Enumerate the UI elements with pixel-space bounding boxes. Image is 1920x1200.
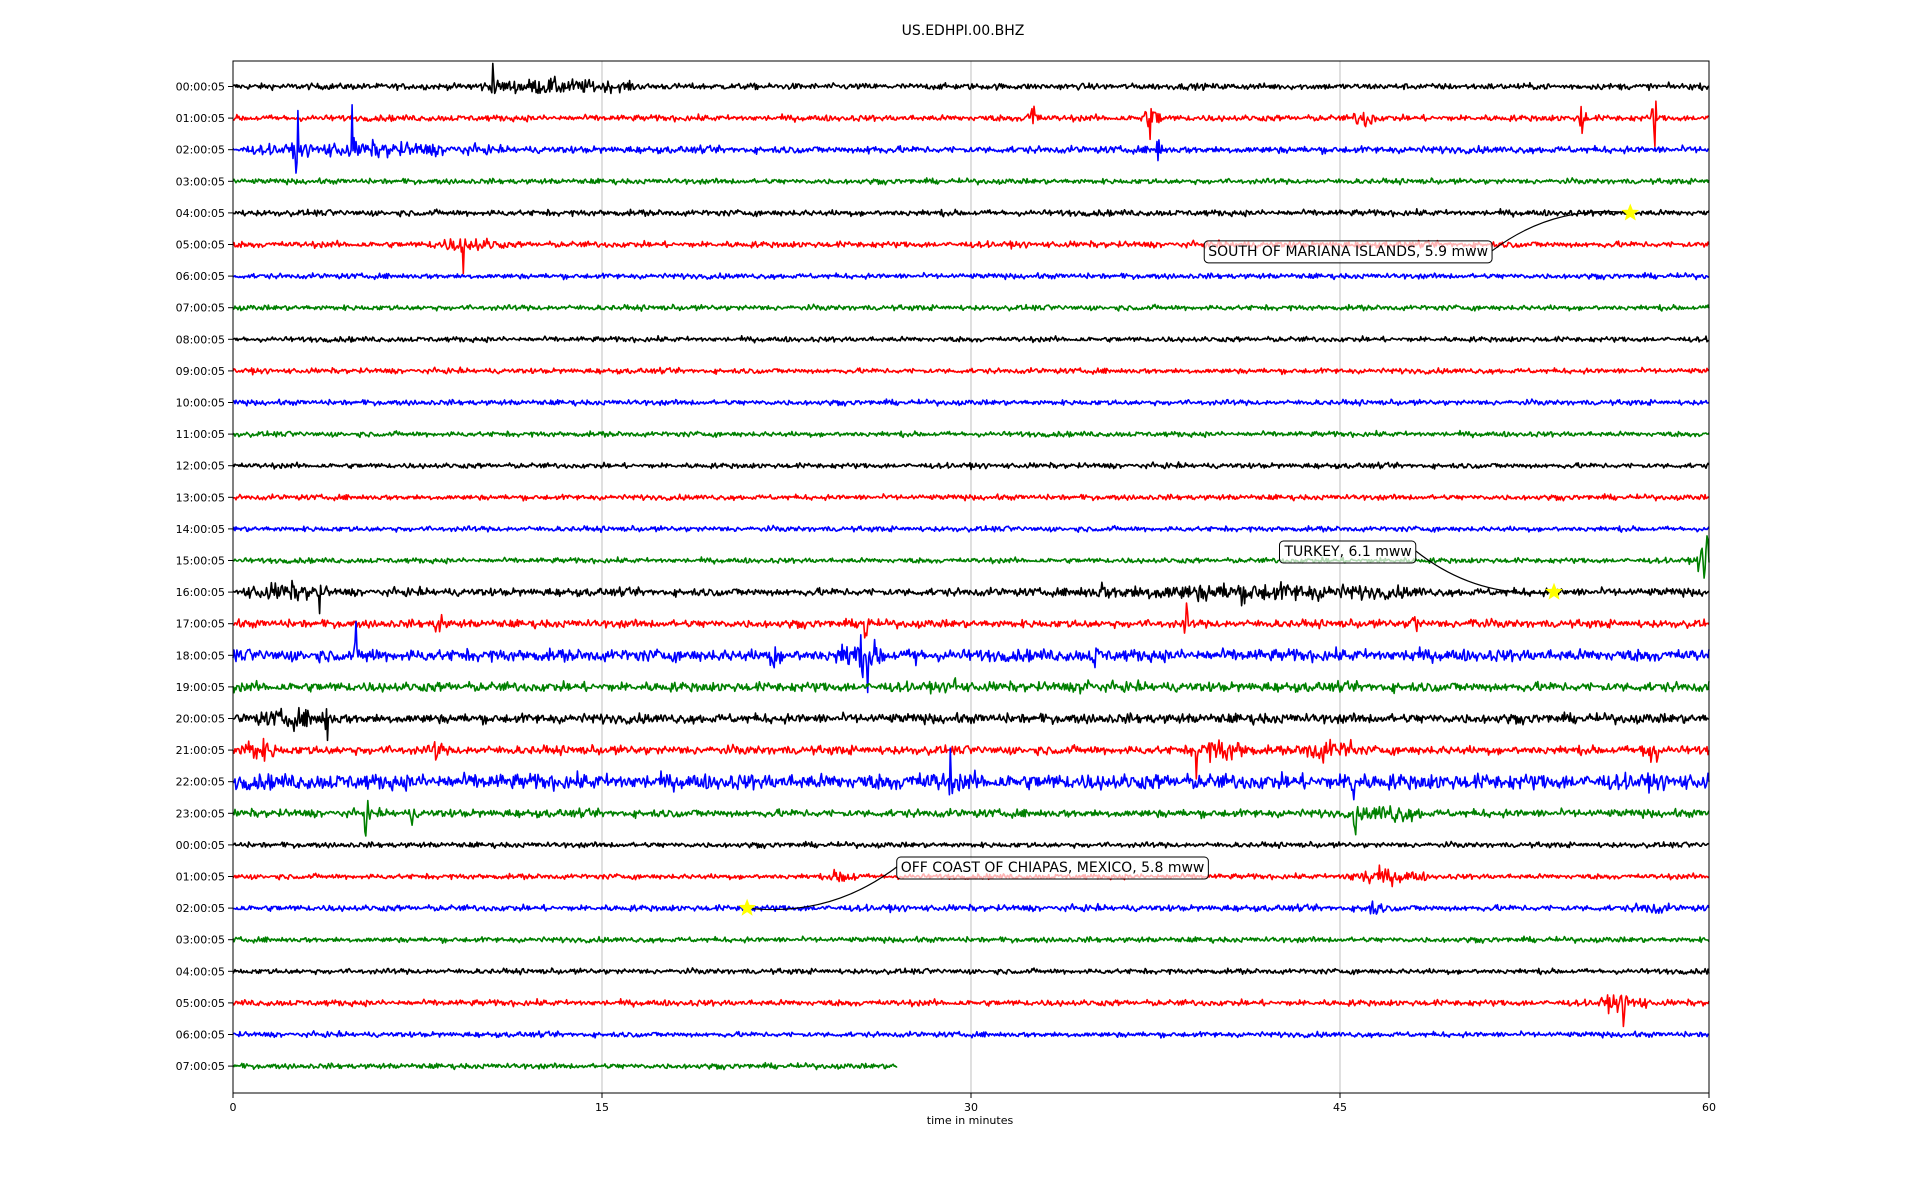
y-tick-label: 03:00:05 (176, 934, 225, 947)
event-label-box (1279, 540, 1417, 564)
trace-row (232, 398, 1710, 407)
y-tick-label: 07:00:05 (176, 302, 225, 315)
x-tick-label: 30 (964, 1101, 978, 1114)
y-tick-label: 04:00:05 (176, 207, 225, 220)
trace-row (232, 994, 1710, 1028)
event-connector (1415, 550, 1555, 594)
y-tick-label: 10:00:05 (176, 397, 225, 410)
y-tick-label: 09:00:05 (176, 365, 225, 378)
trace-row (232, 303, 1710, 312)
chart-title: US.EDHPI.00.BHZ (902, 23, 1025, 39)
trace-row (232, 1061, 898, 1071)
y-tick-label: 03:00:05 (176, 175, 225, 188)
y-tick-label: 22:00:05 (176, 776, 225, 789)
event-star-marker (1545, 582, 1563, 600)
y-tick-label: 17:00:05 (176, 618, 225, 631)
y-tick-label: 08:00:05 (176, 333, 225, 346)
trace-row (232, 100, 1710, 148)
y-tick-label: 01:00:05 (176, 112, 225, 125)
event-star-marker (1621, 203, 1640, 221)
y-tick-label: 02:00:05 (176, 902, 225, 915)
trace-row (232, 104, 1710, 174)
y-tick-label: 05:00:05 (176, 239, 225, 252)
y-tick-label: 02:00:05 (176, 144, 225, 157)
trace-row (232, 737, 1710, 780)
event-annotation: TURKEY, 6.1 mww (1279, 540, 1563, 600)
trace-row (232, 493, 1710, 502)
x-axis-label: time in minutes (927, 1114, 1014, 1127)
trace-row (232, 535, 1710, 579)
y-tick-label: 01:00:05 (176, 871, 225, 884)
y-tick-label: 00:00:05 (176, 839, 225, 852)
x-tick-label: 60 (1702, 1101, 1716, 1114)
event-annotation: SOUTH OF MARIANA ISLANDS, 5.9 mww (1203, 203, 1640, 264)
event-connector (747, 866, 898, 911)
event-label: OFF COAST OF CHIAPAS, MEXICO, 5.8 mww (901, 860, 1205, 876)
trace-row (232, 1030, 1710, 1039)
trace-row (232, 524, 1710, 533)
y-tick-label: 23:00:05 (176, 807, 225, 820)
x-tick-labels: 0 15 30 45 60 (230, 1093, 1716, 1114)
y-tick-label: 15:00:05 (176, 555, 225, 568)
event-label-box (1203, 240, 1493, 264)
trace-row (232, 840, 1710, 850)
event-connector (1491, 210, 1631, 252)
trace-row (232, 208, 1710, 218)
trace-row (232, 747, 1710, 801)
trace-row (232, 271, 1710, 281)
event-label: SOUTH OF MARIANA ISLANDS, 5.9 mww (1208, 244, 1488, 260)
trace-row (232, 62, 1710, 95)
y-tick-label: 12:00:05 (176, 460, 225, 473)
y-tick-label: 14:00:05 (176, 523, 225, 536)
trace-row (232, 177, 1710, 186)
trace-row (232, 620, 1710, 694)
y-tick-label: 06:00:05 (176, 1029, 225, 1042)
grid-lines (601, 61, 1341, 1093)
y-tick-label: 05:00:05 (176, 997, 225, 1010)
y-tick-label: 00:00:05 (176, 81, 225, 94)
event-annotations: SOUTH OF MARIANA ISLANDS, 5.9 mww TURKEY,… (738, 203, 1640, 916)
y-tick-label: 21:00:05 (176, 744, 225, 757)
trace-row (232, 706, 1709, 742)
event-label-box (896, 856, 1209, 880)
event-annotation: OFF COAST OF CHIAPAS, MEXICO, 5.8 mww (738, 856, 1209, 916)
trace-row (233, 602, 1710, 639)
y-tick-label: 20:00:05 (176, 713, 225, 726)
y-tick-label: 04:00:05 (176, 965, 225, 978)
x-tick-label: 45 (1333, 1101, 1347, 1114)
trace-row (232, 677, 1710, 695)
trace-row (232, 366, 1710, 376)
y-tick-label: 07:00:05 (176, 1060, 225, 1073)
trace-row (232, 335, 1709, 344)
trace-row (232, 579, 1710, 615)
event-label: TURKEY, 6.1 mww (1284, 544, 1412, 560)
traces (232, 62, 1710, 1071)
trace-row (232, 935, 1710, 944)
y-tick-labels: 00:00:05 01:00:05 02:00:05 03:00:05 04:00:05… (176, 81, 233, 1073)
y-tick-label: 11:00:05 (176, 428, 225, 441)
y-tick-label: 19:00:05 (176, 681, 225, 694)
x-tick-label: 15 (595, 1101, 609, 1114)
y-tick-label: 16:00:05 (176, 586, 225, 599)
event-star-marker (738, 898, 756, 916)
y-tick-label: 06:00:05 (176, 270, 225, 283)
trace-row (232, 900, 1710, 915)
trace-row (232, 799, 1710, 837)
trace-row (232, 967, 1710, 976)
trace-row (232, 461, 1710, 471)
trace-row (232, 429, 1710, 439)
y-tick-label: 18:00:05 (176, 649, 225, 662)
y-tick-label: 13:00:05 (176, 491, 225, 504)
x-tick-label: 0 (230, 1101, 237, 1114)
